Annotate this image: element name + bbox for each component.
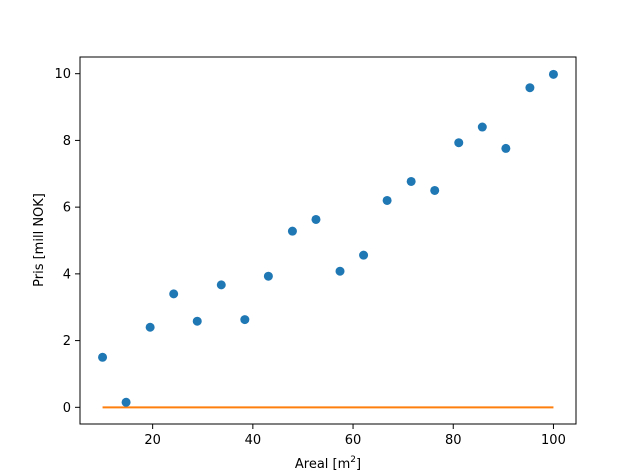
y-tick-label: 6 [63, 201, 71, 216]
x-tick-label: 100 [541, 433, 566, 448]
y-axis-ticks: 0 2 4 6 8 10 [54, 67, 80, 416]
x-axis-ticks: 20 40 60 80 100 [144, 424, 566, 448]
y-axis-label: Pris [mill NOK] [32, 193, 47, 287]
data-point [525, 83, 535, 93]
y-tick-label: 8 [63, 134, 71, 149]
data-point [454, 138, 464, 148]
x-tick-label: 60 [345, 433, 362, 448]
data-point [477, 122, 487, 132]
data-point [192, 316, 202, 326]
y-tick-label: 0 [63, 401, 71, 416]
plot-area [98, 69, 558, 409]
data-point [406, 176, 416, 186]
data-point [311, 214, 321, 224]
data-point [359, 250, 369, 260]
x-tick-label: 40 [245, 433, 262, 448]
data-point [287, 226, 297, 236]
y-tick-label: 4 [63, 267, 71, 282]
data-point [169, 289, 179, 299]
axes-frame [79, 56, 577, 425]
data-point [121, 397, 131, 407]
x-tick-label: 20 [144, 433, 161, 448]
data-point [263, 271, 273, 281]
data-point [430, 185, 440, 195]
data-point [216, 280, 226, 290]
data-point [335, 266, 345, 276]
data-point [382, 195, 392, 205]
x-axis-label: Areal [m2] [295, 455, 361, 472]
data-point [145, 322, 155, 332]
data-point [548, 69, 558, 79]
x-tick-label: 80 [445, 433, 462, 448]
data-point [240, 315, 250, 325]
data-point [501, 143, 511, 153]
data-point [98, 352, 108, 362]
y-tick-label: 2 [63, 334, 71, 349]
y-tick-label: 10 [54, 67, 71, 82]
